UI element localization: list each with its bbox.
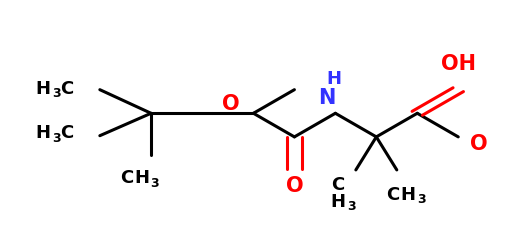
Text: O: O xyxy=(222,94,239,114)
Text: C: C xyxy=(120,169,134,187)
Text: 3: 3 xyxy=(417,193,425,206)
Text: N: N xyxy=(318,88,335,108)
Text: C: C xyxy=(60,124,74,142)
Text: O: O xyxy=(470,134,487,154)
Text: C: C xyxy=(331,176,345,194)
Text: C: C xyxy=(387,186,400,204)
Text: H: H xyxy=(330,193,346,211)
Text: H: H xyxy=(400,186,415,204)
Text: C: C xyxy=(60,80,74,97)
Text: 3: 3 xyxy=(52,87,61,100)
Text: OH: OH xyxy=(441,54,476,74)
Text: H: H xyxy=(36,124,51,142)
Text: 3: 3 xyxy=(52,132,61,145)
Text: 3: 3 xyxy=(151,177,159,190)
Text: H: H xyxy=(36,80,51,97)
Text: O: O xyxy=(286,177,303,196)
Text: H: H xyxy=(134,169,149,187)
Text: H: H xyxy=(326,70,342,88)
Text: 3: 3 xyxy=(347,200,355,214)
